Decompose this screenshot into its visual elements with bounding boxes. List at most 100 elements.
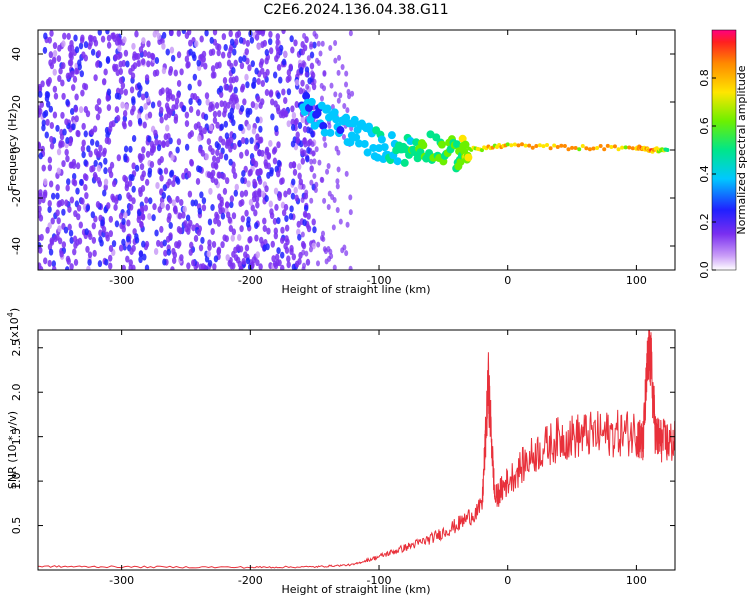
- spectrogram-noise-cell: [122, 174, 127, 182]
- spectrogram-noise-cell: [83, 159, 88, 167]
- spectrogram-noise-cell: [222, 77, 228, 85]
- spectrogram-noise-cell: [229, 136, 234, 144]
- spectrogram-noise-cell: [148, 197, 153, 205]
- spectrogram-noise-cell: [44, 95, 50, 103]
- colorbar: 0.0 0.2 0.4 0.6 0.8 Normalized spectral ampl…: [698, 29, 748, 279]
- spectrogram-noise-cell: [229, 195, 235, 203]
- spectrogram-noise-cell: [210, 48, 216, 56]
- spectrogram-noise-cell: [278, 76, 283, 84]
- spectrogram-noise-cell: [69, 44, 75, 52]
- spectrogram-noise-cell: [71, 123, 76, 131]
- spectrogram-track-cell: [541, 144, 546, 149]
- spectrogram-noise-cell: [84, 192, 89, 200]
- spectrogram-track-cell: [616, 147, 621, 152]
- spectrogram-noise-cell: [237, 139, 242, 147]
- spectrogram-noise-cell: [235, 102, 240, 110]
- spectrogram-noise-cell: [56, 200, 61, 208]
- spectrogram-noise-cell: [341, 134, 346, 141]
- spectrogram-noise-cell: [204, 153, 209, 161]
- spectrogram-noise-cell: [170, 54, 176, 62]
- spectrogram-noise-cell: [214, 101, 220, 109]
- spectrogram-noise-cell: [210, 65, 216, 73]
- spectrogram-noise-cell: [56, 148, 62, 156]
- spectrogram-noise-cell: [190, 199, 195, 207]
- spectrogram-noise-cell: [326, 162, 331, 169]
- spectrogram-noise-cell: [257, 177, 263, 185]
- spectrogram-noise-cell: [87, 251, 93, 259]
- spectrogram-noise-cell: [244, 73, 249, 81]
- spectrogram-noise-cell: [212, 71, 217, 79]
- spectrogram-noise-cell: [309, 51, 315, 59]
- spectrogram-noise-cell: [216, 171, 221, 179]
- spectrogram-noise-cell: [322, 246, 327, 253]
- spectrogram-noise-cell: [213, 178, 219, 186]
- spectrogram-y-tick-label: -40: [10, 237, 23, 255]
- spectrogram-noise-cell: [230, 234, 235, 242]
- spectrogram-noise-cell: [66, 178, 71, 186]
- spectrogram-noise-cell: [268, 30, 273, 38]
- spectrogram-track-cell: [570, 145, 575, 150]
- spectrogram-noise-cell: [55, 184, 60, 192]
- spectrogram-noise-cell: [83, 130, 88, 138]
- spectrogram-noise-cell: [65, 72, 71, 80]
- spectrogram-noise-cell: [270, 113, 275, 121]
- spectrogram-noise-cell: [170, 266, 175, 270]
- spectrogram-noise-cell: [159, 106, 164, 114]
- spectrogram-noise-cell: [300, 48, 306, 56]
- spectrogram-noise-cell: [139, 205, 145, 213]
- spectrogram-noise-cell: [47, 164, 53, 172]
- spectrogram-noise-cell: [98, 236, 103, 244]
- spectrogram-noise-cell: [161, 141, 166, 149]
- spectrogram-noise-cell: [233, 59, 238, 67]
- spectrogram-noise-cell: [43, 257, 48, 265]
- spectrogram-noise-cell: [325, 168, 330, 175]
- spectrogram-track-cell: [562, 143, 567, 148]
- spectrogram-cells: [38, 30, 670, 270]
- spectrogram-noise-cell: [266, 227, 271, 235]
- spectrogram-track-cell: [523, 143, 528, 148]
- spectrogram-noise-cell: [156, 144, 162, 152]
- spectrogram-noise-cell: [161, 31, 167, 39]
- spectrogram-noise-cell: [62, 128, 67, 136]
- spectrogram-noise-cell: [97, 150, 103, 158]
- spectrogram-noise-cell: [286, 120, 291, 128]
- spectrogram-y-tick-label: 20: [10, 95, 23, 109]
- spectrogram-noise-cell: [302, 125, 308, 133]
- spectrogram-noise-cell: [202, 127, 207, 135]
- spectrogram-track-cell: [393, 157, 402, 166]
- spectrogram-noise-cell: [143, 102, 148, 110]
- spectrogram-noise-cell: [106, 34, 112, 42]
- spectrogram-noise-cell: [65, 255, 71, 263]
- spectrogram-noise-cell: [304, 71, 309, 78]
- spectrogram-noise-cell: [309, 179, 314, 186]
- spectrogram-noise-cell: [154, 56, 160, 64]
- spectrogram-noise-cell: [214, 141, 220, 149]
- spectrogram-noise-cell: [78, 42, 84, 50]
- spectrogram-noise-cell: [291, 161, 297, 169]
- spectrogram-noise-cell: [223, 153, 229, 161]
- spectrogram-noise-cell: [66, 32, 71, 40]
- spectrogram-track-cell: [620, 145, 625, 150]
- spectrogram-noise-cell: [144, 240, 150, 248]
- spectrogram-track-cell: [555, 144, 560, 149]
- spectrogram-noise-cell: [264, 195, 269, 203]
- spectrogram-track-cell: [587, 147, 592, 152]
- spectrogram-noise-cell: [275, 33, 280, 41]
- spectrogram-noise-cell: [156, 239, 161, 247]
- spectrogram-noise-cell: [215, 156, 221, 164]
- spectrogram-noise-cell: [163, 167, 169, 175]
- snr-x-tick-label: 100: [626, 574, 647, 587]
- spectrogram-track-cell: [520, 142, 525, 147]
- spectrogram-noise-cell: [264, 57, 269, 65]
- spectrogram-noise-cell: [275, 253, 280, 261]
- spectrogram-noise-cell: [104, 258, 109, 266]
- spectrogram-noise-cell: [49, 62, 55, 70]
- spectrogram-noise-cell: [280, 251, 285, 259]
- spectrogram-noise-cell: [89, 35, 94, 43]
- spectrogram-noise-cell: [110, 32, 115, 40]
- spectrogram-noise-cell: [345, 221, 350, 228]
- spectrogram-noise-cell: [282, 50, 288, 58]
- spectrogram-noise-cell: [53, 92, 59, 100]
- spectrogram-noise-cell: [250, 101, 256, 109]
- spectrogram-noise-cell: [121, 238, 126, 246]
